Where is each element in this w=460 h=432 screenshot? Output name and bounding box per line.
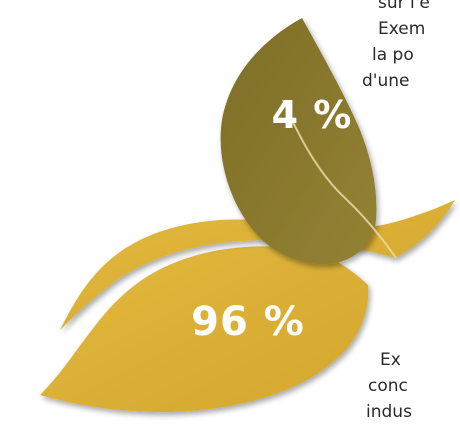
paragraph-lower-line: conc (368, 376, 408, 396)
paragraph-lower-line: Ex (380, 350, 401, 370)
paragraph-upper-line: Exem (378, 19, 426, 39)
paragraph-upper-line: sur l'e (378, 0, 430, 13)
paragraph-lower-line: indus (366, 402, 412, 422)
paragraph-upper-line: d'une (362, 71, 410, 91)
leaf-vein (282, 99, 397, 259)
leaf-large-lower (40, 246, 369, 413)
leaf-small (220, 18, 377, 265)
value-label-large: 96 % (191, 299, 305, 345)
value-label-small: 4 % (272, 93, 353, 137)
paragraph-upper-line: la po (372, 45, 414, 65)
